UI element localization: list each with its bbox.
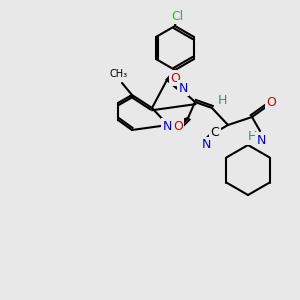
- Text: N: N: [256, 134, 266, 146]
- Text: O: O: [266, 95, 276, 109]
- Text: N: N: [162, 119, 172, 133]
- Text: Cl: Cl: [171, 10, 183, 22]
- Text: O: O: [173, 119, 183, 133]
- Text: H: H: [247, 130, 257, 143]
- Text: N: N: [178, 82, 188, 94]
- Text: N: N: [201, 139, 211, 152]
- Text: O: O: [170, 71, 180, 85]
- Text: H: H: [217, 94, 227, 106]
- Text: CH₃: CH₃: [110, 69, 128, 79]
- Text: C: C: [211, 125, 219, 139]
